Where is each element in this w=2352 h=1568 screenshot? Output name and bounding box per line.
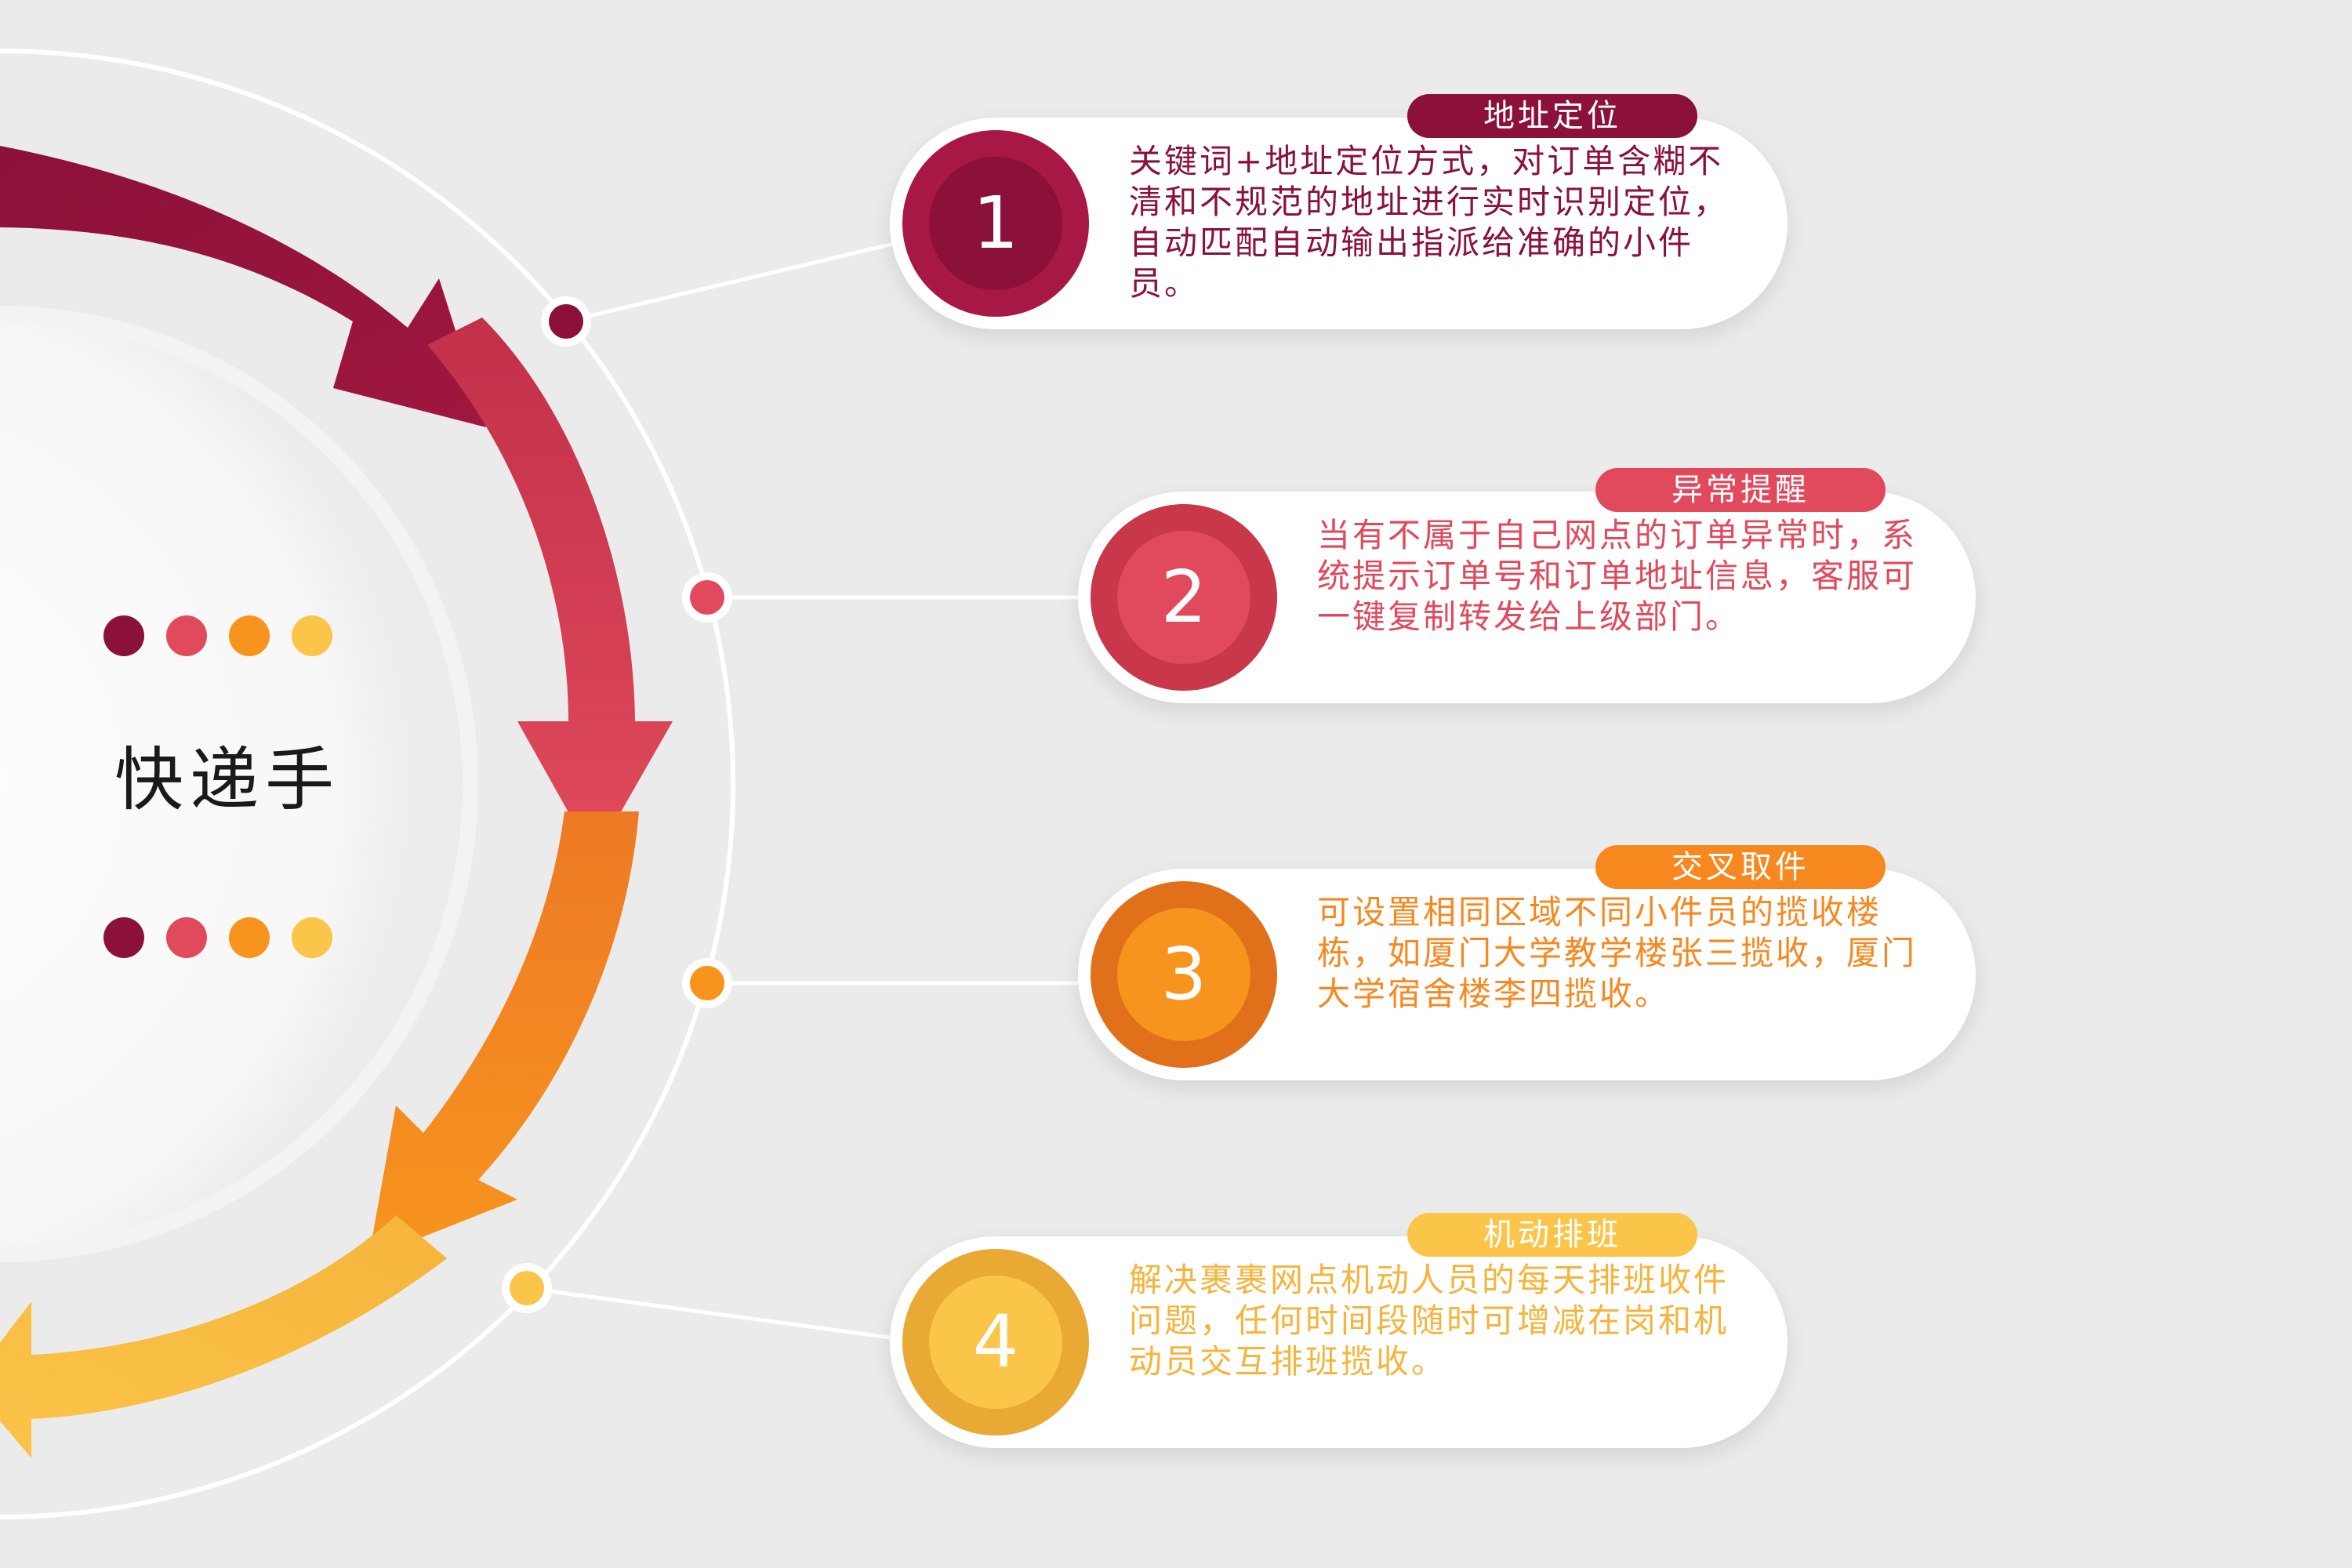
step-text-3: 可设置相同区域不同小件员的揽收楼栋，如厦门大学教学楼张三揽收，厦门大学宿舍楼李四… [1317, 893, 1918, 1013]
connector-line-4 [526, 1286, 914, 1343]
step-badge-2: 2 [1091, 504, 1277, 691]
step-tag-2: 异常提醒 [1595, 468, 1886, 512]
decor-dots-top [103, 615, 354, 659]
decor-dot [103, 917, 144, 958]
step-tag-1: 地址定位 [1407, 94, 1697, 138]
decor-dot [292, 615, 332, 656]
ring-dot-3-fill [690, 966, 724, 1000]
cycle-arrow-1 [0, 146, 486, 427]
decor-dot [166, 615, 207, 656]
decor-dot [229, 917, 270, 958]
step-tag-4: 机动排班 [1407, 1213, 1697, 1257]
step-card-2: 2 当有不属于自己网点的订单异常时，系统提示订单号和订单地址信息，客服可一键复制… [1078, 468, 1976, 703]
step-number-3: 3 [1160, 932, 1207, 1016]
step-number-2: 2 [1160, 555, 1207, 639]
step-badge-1: 1 [902, 130, 1089, 317]
step-card-1: 1 关键词+地址定位方式，对订单含糊不清和不规范的地址进行实时识别定位，自动匹配… [890, 94, 1788, 329]
decor-dot [292, 917, 332, 958]
decor-dot [166, 917, 207, 958]
step-tag-3: 交叉取件 [1595, 845, 1886, 889]
step-card-3: 3 可设置相同区域不同小件员的揽收楼栋，如厦门大学教学楼张三揽收，厦门大学宿舍楼… [1078, 845, 1976, 1080]
cycle-arrow-4 [0, 1215, 447, 1458]
decor-dot [103, 615, 144, 656]
outer-ring [0, 49, 735, 1519]
cycle-arrow-3 [368, 811, 639, 1258]
cycle-arrow-2 [427, 318, 673, 858]
step-badge-inner-3 [1117, 908, 1250, 1041]
step-badge-4: 4 [902, 1249, 1089, 1436]
step-badge-3: 3 [1091, 881, 1277, 1068]
step-badge-inner-1 [929, 157, 1062, 290]
step-text-4: 解决裹裹网点机动人员的每天排班收件问题，任何时间段随时可增减在岗和机动员交互排班… [1129, 1261, 1730, 1381]
step-badge-inner-2 [1117, 531, 1250, 664]
step-text-1: 关键词+地址定位方式，对订单含糊不清和不规范的地址进行实时识别定位，自动匹配自动… [1129, 142, 1730, 303]
step-card-4: 4 解决裹裹网点机动人员的每天排班收件问题，任何时间段随时可增减在岗和机动员交互… [890, 1213, 1788, 1448]
decor-dot [229, 615, 270, 656]
connector-line-1 [565, 237, 914, 324]
decor-dots-bottom [103, 917, 354, 961]
ring-dot-2-fill [690, 580, 724, 615]
step-badge-inner-4 [929, 1276, 1062, 1409]
step-number-1: 1 [972, 181, 1019, 265]
center-title: 快递手 [114, 739, 340, 820]
step-text-2: 当有不属于自己网点的订单异常时，系统提示订单号和订单地址信息，客服可一键复制转发… [1317, 516, 1918, 636]
ring-dot-1-fill [549, 304, 583, 339]
ring-dot-4-fill [510, 1271, 544, 1305]
inner-disc [0, 321, 463, 1247]
step-number-4: 4 [972, 1300, 1019, 1384]
